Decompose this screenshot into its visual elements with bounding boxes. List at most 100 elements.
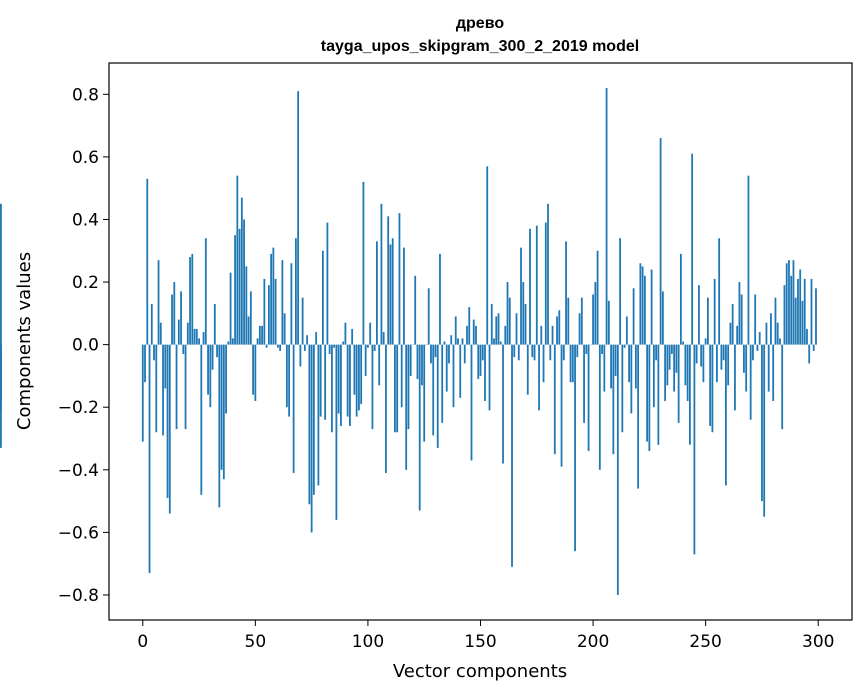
bar-60 <box>276 344 279 348</box>
x-axis-ticks: 0 50 100 150 200 250 300 <box>137 620 834 652</box>
bar-179 <box>544 222 547 345</box>
bar-0 <box>141 344 144 442</box>
bar-298 <box>812 344 815 351</box>
bar-182 <box>551 325 554 345</box>
y-tick-label: 0.6 <box>72 148 99 168</box>
bar-265 <box>738 282 741 345</box>
bar-266 <box>740 294 743 345</box>
bar-70 <box>299 344 302 367</box>
bar-236 <box>673 344 676 392</box>
bar-129 <box>432 344 435 436</box>
bar-214 <box>623 344 626 348</box>
bar-269 <box>747 175 750 345</box>
bar-243 <box>688 344 691 445</box>
bar-180 <box>547 203 549 345</box>
bar-121 <box>414 275 417 345</box>
bar-8 <box>159 322 162 345</box>
bar-18 <box>182 344 185 355</box>
bar-2 <box>146 178 149 345</box>
bar-47 <box>247 316 250 345</box>
bar-36 <box>222 344 225 480</box>
bar-205 <box>603 344 606 392</box>
bar-5 <box>153 344 155 361</box>
bar-17 <box>180 291 182 345</box>
bar-45 <box>243 219 245 345</box>
bar-59 <box>274 278 277 345</box>
bar-278 <box>767 344 770 392</box>
bar-11 <box>166 344 169 498</box>
bar-202 <box>596 250 599 345</box>
bar-9 <box>162 344 164 436</box>
bar-4 <box>150 303 153 345</box>
bar-66 <box>290 263 293 345</box>
bar-73 <box>306 335 309 345</box>
bar-44 <box>240 197 243 345</box>
bar-290 <box>794 297 797 345</box>
bar-218 <box>632 288 635 345</box>
bar-289 <box>792 260 795 345</box>
bar-138 <box>452 344 455 408</box>
bar-139 <box>454 316 457 345</box>
bar-147 <box>472 319 475 345</box>
bar-64 <box>285 344 288 408</box>
bar-287 <box>788 260 790 345</box>
bar-224 <box>646 344 649 442</box>
bar-273 <box>756 344 759 351</box>
bar-150 <box>479 344 482 376</box>
bar-151 <box>481 344 484 361</box>
bar-240 <box>682 341 685 345</box>
bar-28 <box>204 238 207 345</box>
bar-183 <box>553 344 556 455</box>
bar-136 <box>448 344 450 364</box>
bar-58 <box>272 247 275 345</box>
bar-197 <box>585 344 588 355</box>
bar-280 <box>772 344 775 401</box>
bar-210 <box>614 344 617 376</box>
bar-95 <box>355 344 358 417</box>
bar-270 <box>749 344 752 420</box>
bar-99 <box>364 344 367 376</box>
bar-255 <box>716 344 718 383</box>
bar-173 <box>531 344 534 358</box>
bar-141 <box>459 344 462 398</box>
bar-106 <box>380 203 383 345</box>
bar-185 <box>558 310 561 345</box>
bar-232 <box>664 344 667 401</box>
bar-6 <box>155 344 158 433</box>
bar-239 <box>679 253 682 345</box>
bar-46 <box>245 266 248 345</box>
bar-series <box>0 88 817 595</box>
bar-48 <box>249 291 252 345</box>
bar-201 <box>594 282 597 345</box>
bar-164 <box>511 344 513 567</box>
bar-86 <box>335 344 338 520</box>
bar-275 <box>761 344 763 502</box>
bar-212 <box>619 238 621 345</box>
bar-259 <box>725 344 727 486</box>
bar-65 <box>288 344 291 417</box>
bar-277 <box>765 322 768 345</box>
bar-128 <box>430 344 432 364</box>
bar-162 <box>506 282 509 345</box>
y-tick-label: −0.4 <box>58 461 99 481</box>
bar-79 <box>319 344 322 417</box>
bar-221 <box>639 263 642 345</box>
bar-72 <box>303 344 306 351</box>
bar-181 <box>549 344 552 361</box>
bar-274 <box>758 332 761 345</box>
bar-84 <box>331 344 333 433</box>
bar-235 <box>670 344 673 355</box>
x-tick-label: 100 <box>352 632 384 652</box>
bar-247 <box>698 285 700 345</box>
bar-251 <box>707 297 709 345</box>
bar-261 <box>729 322 732 345</box>
bar-34 <box>218 344 221 508</box>
bar-125 <box>423 344 426 442</box>
bar-264 <box>736 325 739 345</box>
bar-293 <box>801 300 804 345</box>
bar-77 <box>315 332 318 345</box>
bar-117 <box>405 344 408 470</box>
bar-82 <box>326 222 329 345</box>
bar-191 <box>571 344 574 383</box>
bar-61 <box>279 344 282 351</box>
